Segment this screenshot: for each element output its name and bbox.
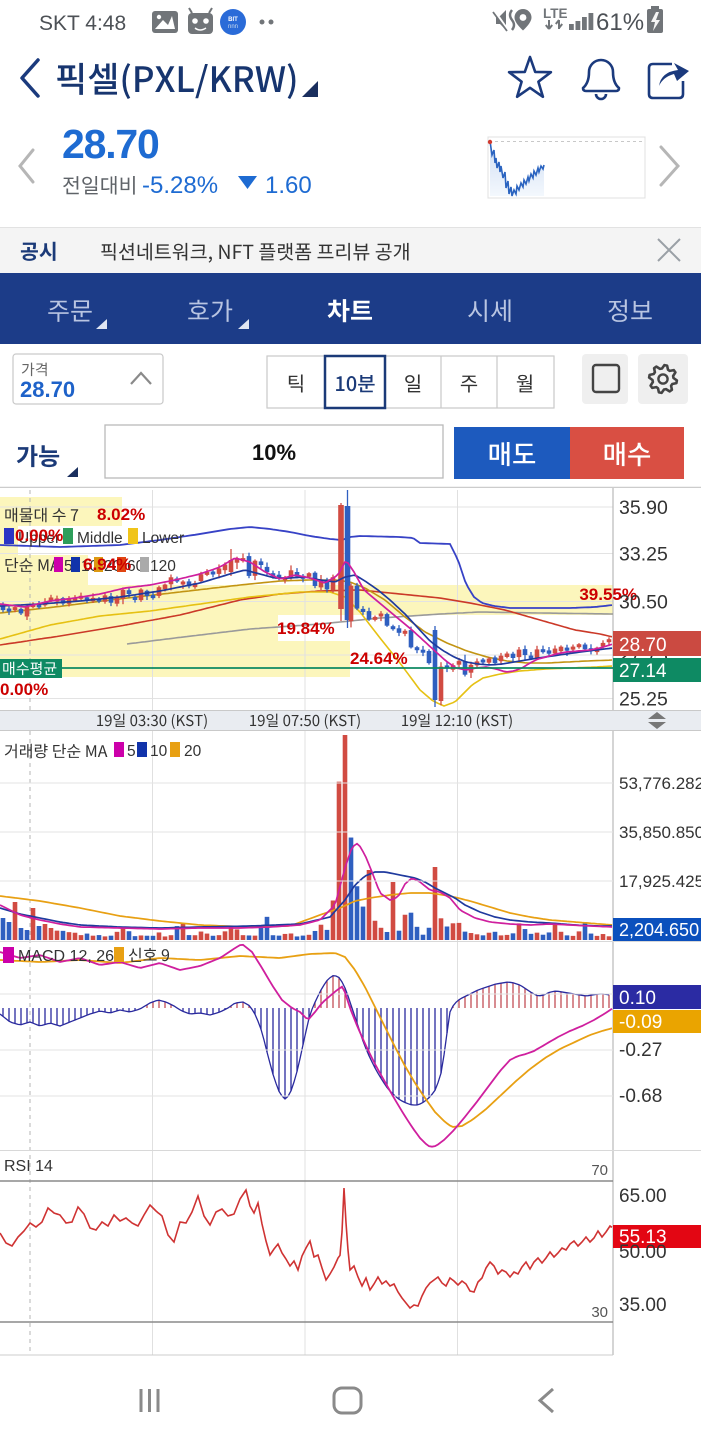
svg-text:LTE: LTE: [543, 6, 568, 21]
svg-text:120: 120: [150, 558, 176, 575]
svg-text:0.10: 0.10: [619, 988, 656, 1009]
svg-text:55.13: 55.13: [619, 1227, 667, 1248]
svg-text:BIT: BIT: [228, 17, 238, 23]
svg-text:-0.27: -0.27: [619, 1040, 662, 1061]
svg-text:6.94%: 6.94%: [83, 555, 131, 574]
svg-text:28.70: 28.70: [619, 635, 667, 656]
svg-text:27.14: 27.14: [619, 661, 667, 682]
svg-text:0.00%: 0.00%: [0, 680, 48, 699]
svg-text:RSI 14: RSI 14: [4, 1158, 53, 1175]
svg-text:10: 10: [150, 743, 168, 760]
svg-text:70: 70: [591, 1162, 608, 1179]
svg-text:-5.28%: -5.28%: [142, 172, 218, 199]
svg-text:65.00: 65.00: [619, 1186, 667, 1207]
svg-text:5: 5: [64, 558, 73, 575]
svg-text:35,850.850: 35,850.850: [619, 823, 701, 842]
svg-text:35.90: 35.90: [619, 497, 668, 519]
svg-text:35.00: 35.00: [619, 1295, 667, 1316]
svg-text:28.70: 28.70: [62, 121, 159, 167]
svg-text:nnn: nnn: [228, 24, 238, 30]
svg-text:20: 20: [184, 743, 202, 760]
svg-text:10%: 10%: [252, 440, 296, 465]
svg-text:8.02%: 8.02%: [97, 505, 145, 524]
svg-text:24.64%: 24.64%: [350, 649, 408, 668]
svg-text:61%: 61%: [596, 9, 644, 36]
svg-text:0.00%: 0.00%: [15, 526, 63, 545]
svg-text:53,776.282: 53,776.282: [619, 774, 701, 793]
svg-text:19.84%: 19.84%: [277, 619, 335, 638]
svg-text:Upper: Upper: [18, 530, 60, 547]
svg-text:-0.09: -0.09: [619, 1012, 662, 1033]
svg-text:Lower: Lower: [142, 530, 184, 547]
svg-text:17,925.425: 17,925.425: [619, 872, 701, 891]
svg-text:33.25: 33.25: [619, 544, 668, 566]
svg-text:28.70: 28.70: [20, 377, 75, 402]
svg-text:MACD 12, 26: MACD 12, 26: [18, 948, 114, 965]
svg-text:30.50: 30.50: [619, 592, 668, 614]
svg-text:25.25: 25.25: [619, 689, 668, 711]
svg-text:-0.68: -0.68: [619, 1086, 662, 1107]
svg-text:50.00: 50.00: [619, 1242, 667, 1263]
svg-text:SKT 4:48: SKT 4:48: [39, 12, 126, 35]
svg-text:30: 30: [591, 1304, 608, 1321]
svg-text:Middle: Middle: [77, 530, 123, 547]
svg-text:2,204.650: 2,204.650: [619, 920, 699, 940]
svg-text:39.55%: 39.55%: [579, 585, 637, 604]
svg-text:5: 5: [127, 743, 136, 760]
svg-text:1.60: 1.60: [265, 172, 312, 199]
